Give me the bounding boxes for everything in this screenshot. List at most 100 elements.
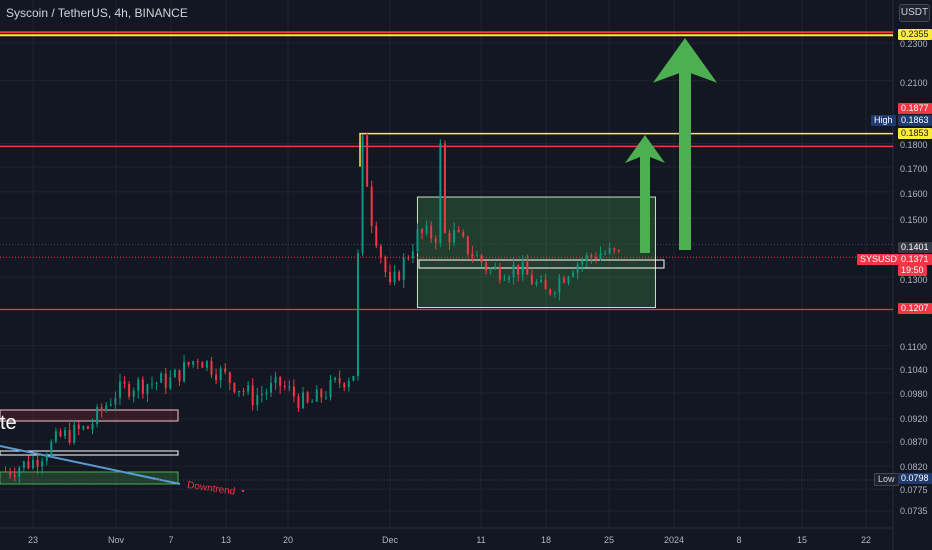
candle-body: [233, 382, 236, 393]
time-tick: 2024: [663, 535, 685, 545]
candle-body: [210, 360, 213, 375]
candle-body: [224, 368, 227, 373]
candle-body: [439, 143, 442, 243]
candle-body: [585, 255, 588, 262]
candle-body: [274, 376, 277, 384]
candle-body: [421, 229, 424, 234]
candle-body: [68, 430, 71, 443]
countdown-badge: 19:50: [898, 265, 927, 276]
candle-body: [608, 248, 611, 254]
price-tick: 0.1600: [900, 189, 928, 199]
candle-body: [411, 251, 414, 258]
candle-body: [320, 389, 323, 398]
first-target-line: [359, 132, 893, 167]
candle-body: [292, 386, 295, 397]
currency-button[interactable]: USDT: [899, 4, 930, 22]
candle-body: [215, 374, 218, 381]
candle-body: [178, 369, 181, 382]
partial-annotation-text: te: [0, 412, 17, 434]
candle-body: [64, 430, 67, 437]
candle-body: [164, 373, 167, 389]
candle-body: [237, 390, 240, 393]
candle-body: [100, 407, 103, 411]
candle-body: [13, 474, 16, 477]
downtrend-line: [0, 445, 181, 485]
candle-body: [173, 369, 176, 378]
candle-body: [485, 262, 488, 271]
candle-body: [160, 373, 163, 383]
resistance-price-badge: 0.1877: [898, 103, 932, 114]
candle-body: [141, 379, 144, 394]
candle-body: [384, 257, 387, 273]
time-tick: 7: [168, 535, 174, 545]
candle-body: [306, 392, 309, 403]
last-close-badge: 0.1401: [898, 242, 932, 253]
candle-body: [471, 253, 474, 257]
candle-body: [475, 255, 478, 257]
candle-body: [242, 390, 245, 392]
candle-body: [521, 261, 524, 275]
candle-body: [448, 232, 451, 243]
candle-body: [462, 232, 465, 237]
target-price-badge: 0.2355: [898, 29, 932, 40]
support-price-badge: 0.1207: [898, 303, 932, 314]
annotation-dot: [241, 489, 245, 493]
candle-body: [114, 397, 117, 405]
candle-body: [219, 368, 222, 381]
time-tick: 15: [796, 535, 808, 545]
candle-body: [324, 397, 327, 399]
candle-body: [187, 362, 190, 365]
candle-body: [192, 361, 195, 365]
candle-body: [302, 392, 305, 409]
candle-body: [398, 271, 401, 281]
candle-body: [457, 229, 460, 233]
price-tick: 0.0775: [900, 485, 928, 495]
candle-body: [288, 386, 291, 388]
candle-body: [402, 257, 405, 281]
candle-body: [517, 264, 520, 275]
candle-body: [41, 460, 44, 467]
candle-body: [123, 381, 126, 384]
candle-body: [361, 135, 364, 254]
candle-body: [604, 253, 607, 255]
candle-body: [508, 277, 510, 280]
candle-body: [489, 269, 492, 271]
candle-body: [32, 459, 34, 469]
candle-body: [416, 229, 419, 252]
time-tick: 8: [736, 535, 742, 545]
time-tick: 25: [603, 535, 615, 545]
price-tick: 0.1500: [900, 215, 928, 225]
target-arrow-small: [625, 135, 665, 253]
price-tick: 0.0870: [900, 437, 928, 447]
candle-body: [283, 385, 286, 388]
candle-body: [549, 289, 552, 294]
candle-body: [228, 372, 231, 383]
candle-body: [137, 379, 140, 391]
candle-body: [128, 383, 131, 397]
candle-body: [567, 276, 570, 283]
target-arrow-large: [653, 38, 717, 250]
candle-body: [279, 376, 282, 386]
low-label-badge: Low: [874, 473, 899, 486]
candle-body: [356, 253, 359, 377]
candle-body: [18, 467, 21, 477]
candle-body: [558, 278, 561, 293]
candle-body: [338, 377, 341, 384]
consolidation-range-box: [416, 196, 656, 309]
candle-body: [251, 385, 254, 406]
candle-body: [530, 274, 533, 285]
candle-body: [77, 424, 80, 429]
price-tick: 0.1040: [900, 365, 928, 375]
candle-body: [498, 266, 501, 281]
price-tick: 0.1300: [900, 275, 928, 285]
price-tick: 0.0820: [900, 462, 928, 472]
time-tick: 23: [27, 535, 39, 545]
candle-body: [576, 264, 579, 273]
price-tick: 0.2100: [900, 78, 928, 88]
candle-body: [73, 424, 76, 443]
candle-body: [45, 455, 48, 461]
candle-body: [379, 246, 382, 258]
entry-zone-box: [418, 259, 665, 269]
